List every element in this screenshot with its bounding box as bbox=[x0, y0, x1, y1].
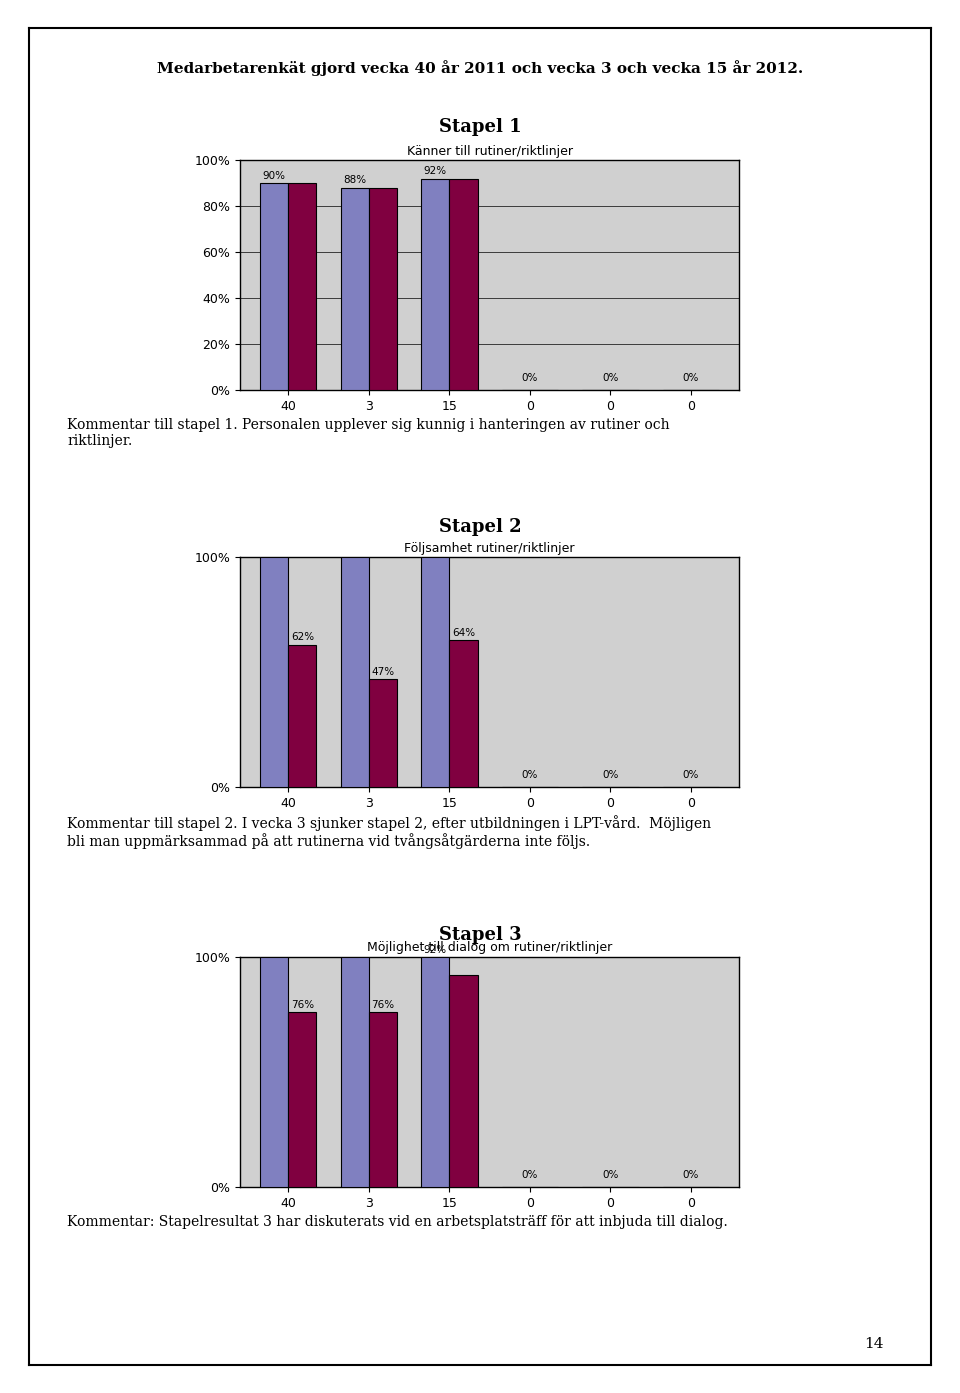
Text: 64%: 64% bbox=[452, 628, 475, 638]
Bar bbox=[288, 182, 317, 390]
Bar bbox=[449, 975, 477, 1187]
Bar bbox=[260, 182, 288, 390]
Text: 90%: 90% bbox=[263, 171, 286, 181]
Text: Kommentar: Stapelresultat 3 har diskuterats vid en arbetsplatsträff för att inbj: Kommentar: Stapelresultat 3 har diskuter… bbox=[67, 1215, 728, 1229]
Text: 62%: 62% bbox=[291, 632, 314, 642]
Text: 47%: 47% bbox=[372, 667, 395, 677]
Text: Stapel 1: Stapel 1 bbox=[439, 118, 521, 137]
Text: 92%: 92% bbox=[423, 166, 446, 177]
Text: 76%: 76% bbox=[291, 1000, 314, 1010]
Text: 0%: 0% bbox=[683, 1170, 699, 1180]
Bar bbox=[421, 957, 449, 1187]
Text: 0%: 0% bbox=[683, 770, 699, 780]
Text: Kommentar till stapel 2. I vecka 3 sjunker stapel 2, efter utbildningen i LPT-vå: Kommentar till stapel 2. I vecka 3 sjunk… bbox=[67, 815, 711, 850]
Bar bbox=[421, 178, 449, 390]
Text: 76%: 76% bbox=[372, 1000, 395, 1010]
Bar bbox=[288, 1013, 317, 1187]
Bar bbox=[449, 639, 477, 787]
Title: Möjlighet till dialog om rutiner/riktlinjer: Möjlighet till dialog om rutiner/riktlin… bbox=[367, 942, 612, 954]
Title: Känner till rutiner/riktlinjer: Känner till rutiner/riktlinjer bbox=[407, 145, 572, 157]
Bar bbox=[288, 645, 317, 787]
Bar bbox=[260, 557, 288, 787]
Title: Följsamhet rutiner/riktlinjer: Följsamhet rutiner/riktlinjer bbox=[404, 542, 575, 554]
Text: Kommentar till stapel 1. Personalen upplever sig kunnig i hanteringen av rutiner: Kommentar till stapel 1. Personalen uppl… bbox=[67, 418, 670, 449]
Bar bbox=[369, 188, 397, 390]
Text: Medarbetarenkät gjord vecka 40 år 2011 och vecka 3 och vecka 15 år 2012.: Medarbetarenkät gjord vecka 40 år 2011 o… bbox=[156, 60, 804, 75]
Bar bbox=[449, 178, 477, 390]
Text: 0%: 0% bbox=[521, 1170, 538, 1180]
Text: 0%: 0% bbox=[521, 373, 538, 383]
Text: 0%: 0% bbox=[602, 373, 618, 383]
Text: 14: 14 bbox=[864, 1337, 883, 1351]
Bar bbox=[260, 957, 288, 1187]
Text: Stapel 3: Stapel 3 bbox=[439, 926, 521, 944]
Text: 0%: 0% bbox=[521, 770, 538, 780]
Bar bbox=[341, 557, 369, 787]
Bar bbox=[369, 1013, 397, 1187]
Bar bbox=[421, 557, 449, 787]
Bar bbox=[341, 188, 369, 390]
Bar bbox=[341, 957, 369, 1187]
Text: Stapel 2: Stapel 2 bbox=[439, 518, 521, 536]
Bar bbox=[369, 678, 397, 787]
Text: 0%: 0% bbox=[602, 1170, 618, 1180]
Text: 88%: 88% bbox=[343, 176, 367, 185]
Text: 0%: 0% bbox=[683, 373, 699, 383]
Text: 0%: 0% bbox=[602, 770, 618, 780]
Text: 92%: 92% bbox=[423, 944, 446, 954]
